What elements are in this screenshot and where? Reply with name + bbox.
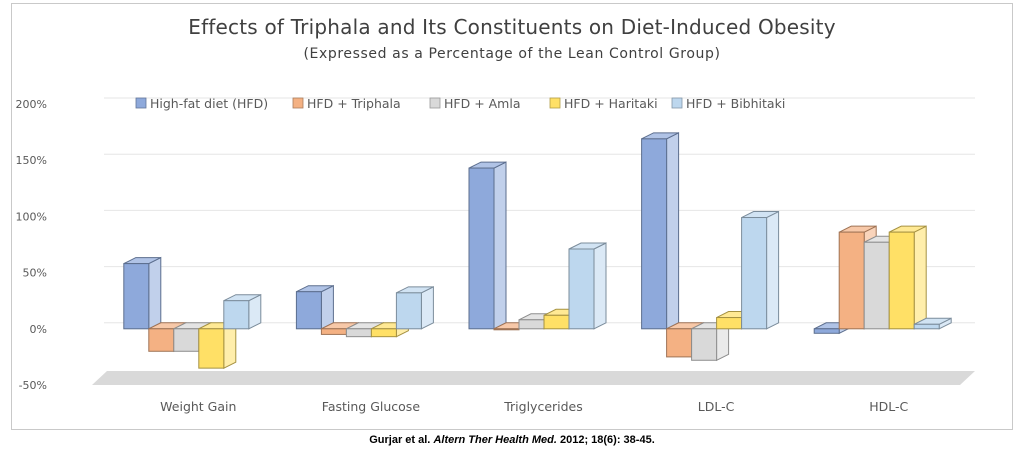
bar-side [148, 256, 162, 330]
bar-side [493, 161, 507, 330]
bar [345, 328, 372, 338]
bar [320, 328, 347, 335]
bar [123, 263, 150, 330]
bar [641, 138, 668, 330]
legend-label: HFD + Haritaki [564, 96, 658, 111]
bar [370, 328, 397, 338]
bar-side [766, 210, 780, 330]
y-tick-label: 100% [16, 210, 47, 223]
legend-label: High-fat diet (HFD) [150, 96, 268, 111]
legend-label: HFD + Triphala [307, 96, 401, 111]
legend-swatch [549, 97, 561, 109]
bar [863, 241, 890, 330]
bar [468, 167, 495, 330]
bar [395, 292, 422, 330]
legend-swatch [135, 97, 147, 109]
bar [913, 323, 940, 330]
bar [198, 328, 225, 369]
x-tick-label: HDL-C [869, 399, 908, 414]
legend-label: HFD + Amla [444, 96, 521, 111]
citation-journal: Altern Ther Health Med. [433, 434, 557, 446]
x-tick-label: Triglycerides [503, 399, 583, 414]
bar [173, 328, 200, 352]
legend-label: HFD + Bibhitaki [686, 96, 785, 111]
bar-side [223, 321, 237, 369]
bar [666, 328, 693, 358]
x-tick-label: LDL-C [698, 399, 735, 414]
y-tick-label: 200% [16, 98, 47, 111]
bar-side [420, 286, 434, 330]
citation: Gurjar et al. Altern Ther Health Med. 20… [0, 434, 1024, 446]
bar-side [320, 284, 334, 330]
bar [741, 217, 768, 330]
x-tick-label: Weight Gain [160, 399, 236, 414]
bar-side [666, 132, 680, 330]
chart-plot: 200% 150% 100% 50% 0% -50% Weight Gain Fasting … [16, 96, 975, 414]
bar [493, 328, 520, 331]
legend-swatch [671, 97, 683, 109]
chart-floor [92, 371, 975, 385]
legend-swatch [292, 97, 304, 109]
chart-title: Effects of Triphala and Its Constituents… [188, 15, 836, 39]
citation-authors: Gurjar et al. [369, 434, 431, 446]
bar [716, 317, 743, 330]
bar [223, 300, 250, 330]
bar [295, 291, 322, 330]
bar [543, 314, 570, 330]
bar [518, 319, 545, 330]
legend-swatch [429, 97, 441, 109]
y-tick-label: 150% [16, 154, 47, 167]
bar [813, 328, 840, 334]
x-tick-label: Fasting Glucose [322, 399, 421, 414]
citation-details: 2012; 18(6): 38-45. [559, 434, 655, 446]
chart-frame [11, 3, 1013, 430]
y-tick-label: 0% [30, 323, 47, 336]
chart-subtitle: (Expressed as a Percentage of the Lean C… [303, 46, 721, 62]
bar [888, 231, 915, 330]
y-tick-label: 50% [23, 267, 47, 280]
y-tick-label: -50% [19, 379, 47, 392]
bar-side [913, 225, 927, 330]
bar [838, 231, 865, 330]
bar [691, 328, 718, 361]
bar-side [593, 242, 607, 330]
bar [568, 248, 595, 330]
bar [148, 328, 175, 352]
